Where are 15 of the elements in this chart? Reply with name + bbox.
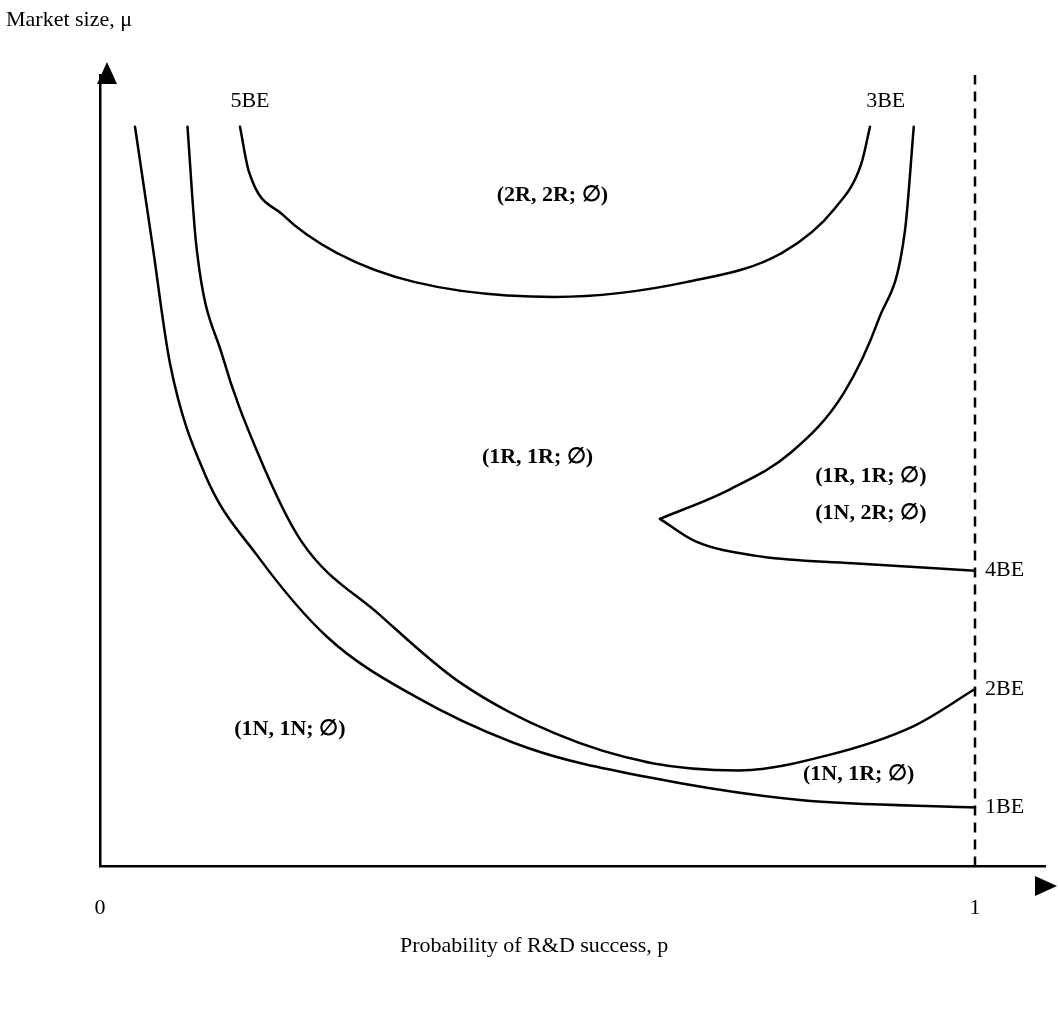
x-tick-label: 1 (969, 893, 981, 919)
x-axis-title: Probability of R&D success, p (400, 932, 669, 958)
annotation: (1N, 1N; ∅) (234, 715, 346, 741)
series-label: 4BE (985, 556, 1025, 582)
annotation: (1N, 2R; ∅) (815, 498, 927, 524)
series-label: 1BE (985, 793, 1025, 819)
annotation: (1R, 1R; ∅) (815, 462, 927, 488)
series-label: 3BE (866, 86, 906, 112)
annotation: (1R, 1R; ∅) (481, 443, 594, 469)
x-tick-label: 0 (94, 893, 106, 919)
y-axis-title: Market size, μ (6, 6, 133, 32)
series-label: 5BE (230, 86, 270, 112)
series-label: 2BE (985, 674, 1025, 700)
annotation: (1N, 1R; ∅) (802, 759, 915, 785)
annotation: (2R, 2R; ∅) (496, 180, 609, 206)
